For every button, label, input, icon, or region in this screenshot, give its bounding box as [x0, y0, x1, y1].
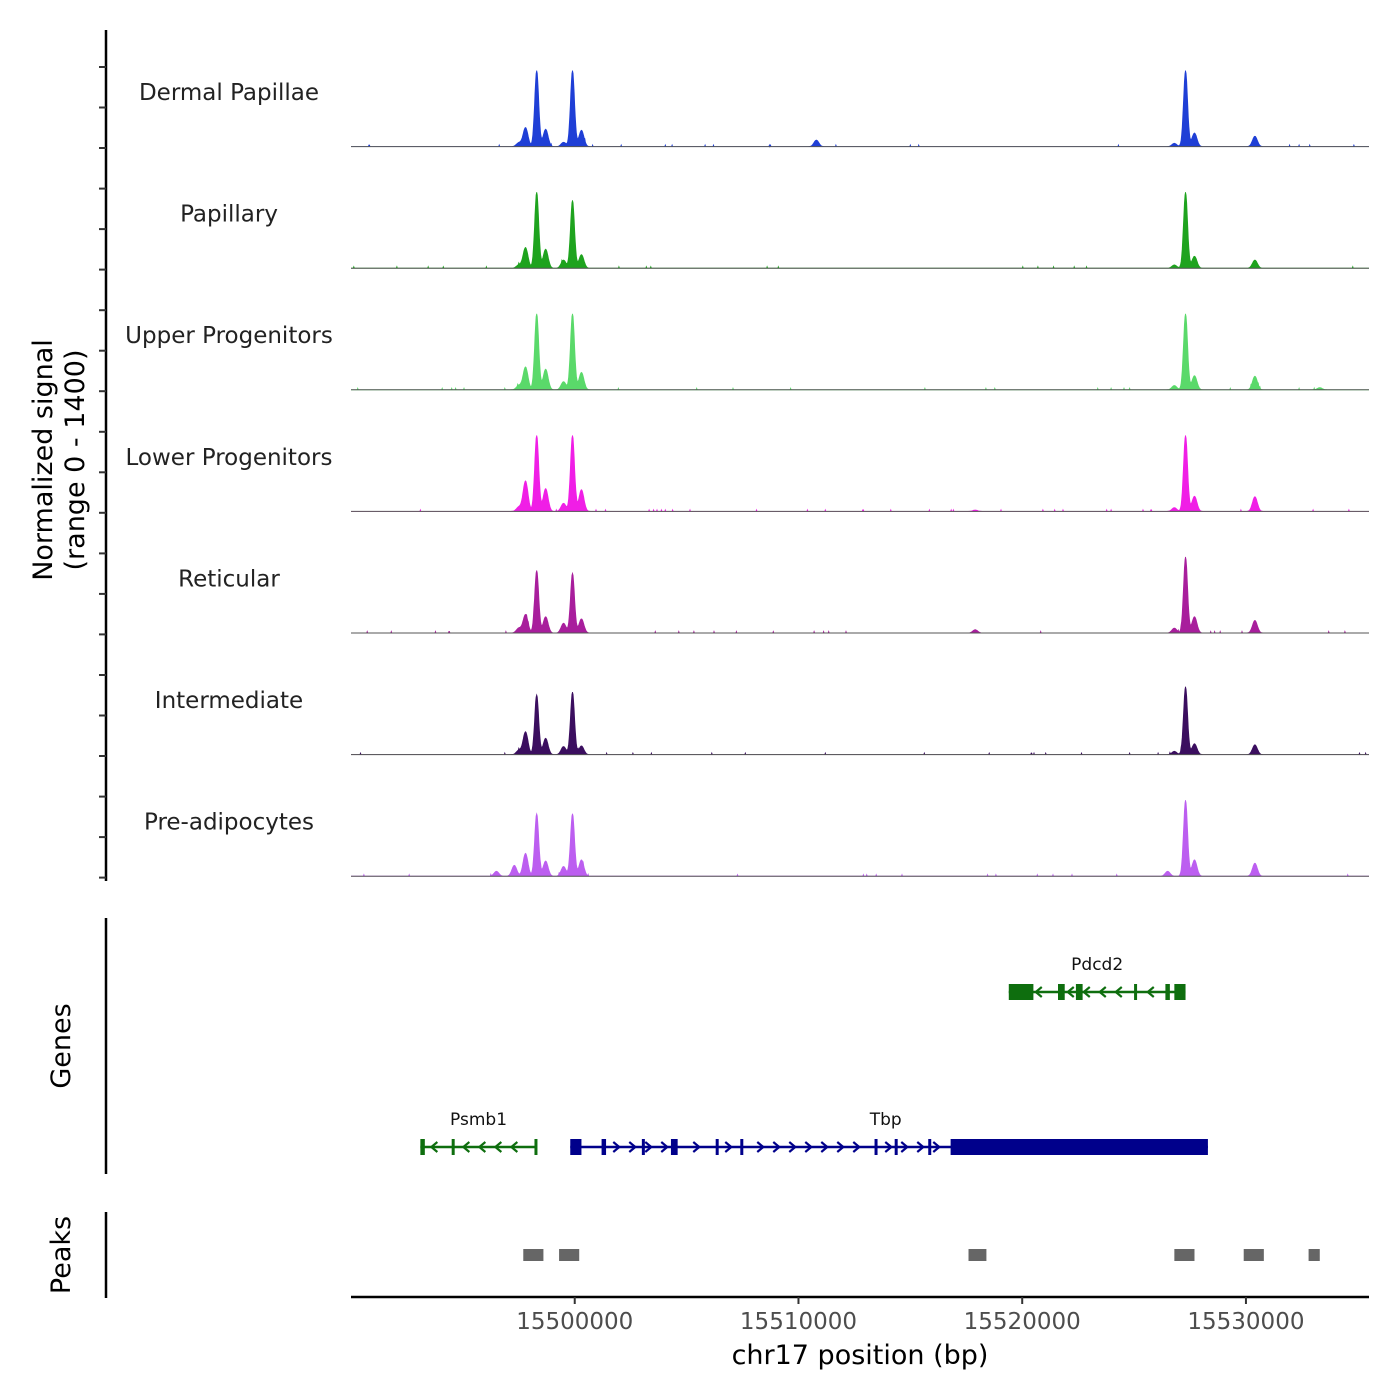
track-label-pre-adipocytes: Pre-adipocytes — [144, 810, 314, 836]
peaks-panel-label: Peaks — [46, 1216, 77, 1294]
exon-psmb1 — [534, 1139, 538, 1155]
x-tick-label: 15520000 — [964, 1309, 1081, 1335]
strand-arrow — [884, 1141, 893, 1153]
y-axis-label-line1: Normalized signal — [28, 339, 59, 581]
signal-area-upper-progenitors — [351, 313, 1369, 391]
exon-tbp — [928, 1139, 932, 1155]
track-label-papillary: Papillary — [180, 202, 278, 228]
strand-arrow — [429, 1141, 439, 1153]
gene-annotations: Pdcd2 Psmb1 Tbp — [420, 955, 1208, 1155]
strand-arrow — [628, 1141, 637, 1153]
coverage-y-ticks — [99, 66, 106, 879]
strand-arrow — [916, 1141, 925, 1153]
exon-pdcd2 — [1058, 984, 1065, 1000]
strand-arrow — [756, 1141, 765, 1153]
strand-arrow — [724, 1141, 733, 1153]
peak-region — [1174, 1249, 1195, 1261]
track-lower-progenitors: Lower Progenitors — [126, 435, 1369, 512]
strand-arrow — [461, 1141, 471, 1153]
exon-pdcd2 — [1008, 984, 1034, 1000]
exon-tbp — [670, 1139, 678, 1155]
signal-area-pre-adipocytes — [351, 800, 1369, 877]
exon-psmb1 — [451, 1139, 455, 1155]
exon-tbp — [641, 1139, 645, 1155]
strand-arrow — [1082, 986, 1091, 998]
strand-arrow — [804, 1141, 813, 1153]
track-pre-adipocytes: Pre-adipocytes — [144, 800, 1369, 877]
exon-pdcd2 — [1075, 984, 1083, 1000]
strand-arrow — [1034, 986, 1043, 998]
exon-tbp — [874, 1139, 878, 1155]
peak-regions — [523, 1249, 1320, 1261]
x-tick-label: 15510000 — [740, 1309, 857, 1335]
track-label-dermal-papillae: Dermal Papillae — [139, 80, 319, 106]
strand-arrow — [477, 1141, 487, 1153]
track-label-upper-progenitors: Upper Progenitors — [125, 323, 333, 349]
exon-pdcd2 — [1165, 984, 1170, 1000]
gene-psmb1: Psmb1 — [420, 1110, 538, 1155]
genes-panel-label: Genes — [46, 1003, 77, 1088]
exon-tbp — [950, 1139, 1208, 1155]
track-label-lower-progenitors: Lower Progenitors — [126, 445, 333, 471]
y-axis-label-line2: (range 0 - 1400) — [60, 350, 91, 571]
strand-arrow — [1066, 986, 1075, 998]
strand-arrow — [836, 1141, 845, 1153]
signal-area-lower-progenitors — [351, 435, 1369, 512]
strand-arrow — [900, 1141, 909, 1153]
track-upper-progenitors: Upper Progenitors — [125, 313, 1369, 391]
strand-arrow — [1146, 986, 1155, 998]
peak-region — [968, 1249, 987, 1261]
exon-tbp — [715, 1139, 719, 1155]
gene-label-pdcd2: Pdcd2 — [1071, 955, 1123, 975]
signal-tracks: Dermal Papillae Papillary Upper Progenitor… — [125, 70, 1369, 877]
track-papillary: Papillary — [180, 192, 1369, 269]
exon-tbp — [894, 1139, 898, 1155]
exon-psmb1 — [420, 1139, 425, 1155]
gene-label-psmb1: Psmb1 — [450, 1110, 507, 1130]
strand-arrow — [660, 1141, 669, 1153]
strand-arrow — [612, 1141, 621, 1153]
exon-tbp — [601, 1139, 607, 1155]
x-axis-title: chr17 position (bp) — [732, 1340, 989, 1371]
x-tick-label: 15530000 — [1187, 1309, 1304, 1335]
peak-region — [559, 1249, 580, 1261]
gene-tbp: Tbp — [570, 1110, 1208, 1155]
strand-arrow — [1098, 986, 1107, 998]
signal-area-papillary — [351, 192, 1369, 269]
peak-region — [1243, 1249, 1264, 1261]
track-label-reticular: Reticular — [178, 566, 280, 592]
strand-arrow — [493, 1141, 503, 1153]
signal-area-dermal-papillae — [351, 70, 1369, 148]
strand-arrow — [820, 1141, 829, 1153]
exon-tbp — [570, 1139, 582, 1155]
x-axis-ticks: 15500000 15510000 15520000 15530000 — [516, 1297, 1304, 1335]
track-label-intermediate: Intermediate — [155, 688, 303, 714]
track-reticular: Reticular — [178, 556, 1369, 634]
signal-area-intermediate — [351, 686, 1369, 755]
track-dermal-papillae: Dermal Papillae — [139, 70, 1369, 148]
peak-region — [523, 1249, 544, 1261]
strand-arrow — [772, 1141, 781, 1153]
strand-arrow — [644, 1141, 653, 1153]
x-tick-label: 15500000 — [516, 1309, 633, 1335]
strand-arrow — [692, 1141, 701, 1153]
exon-tbp — [740, 1139, 744, 1155]
peak-region — [1308, 1249, 1320, 1261]
strand-arrow — [932, 1141, 941, 1153]
strand-arrow — [509, 1141, 519, 1153]
strand-arrow — [852, 1141, 861, 1153]
strand-arrow — [788, 1141, 797, 1153]
gene-label-tbp: Tbp — [869, 1110, 902, 1130]
signal-area-reticular — [351, 556, 1369, 634]
gene-pdcd2: Pdcd2 — [1008, 955, 1186, 1000]
strand-arrow — [1114, 986, 1123, 998]
exon-pdcd2 — [1134, 984, 1138, 1000]
track-intermediate: Intermediate — [155, 686, 1369, 756]
exon-pdcd2 — [1174, 984, 1186, 1000]
